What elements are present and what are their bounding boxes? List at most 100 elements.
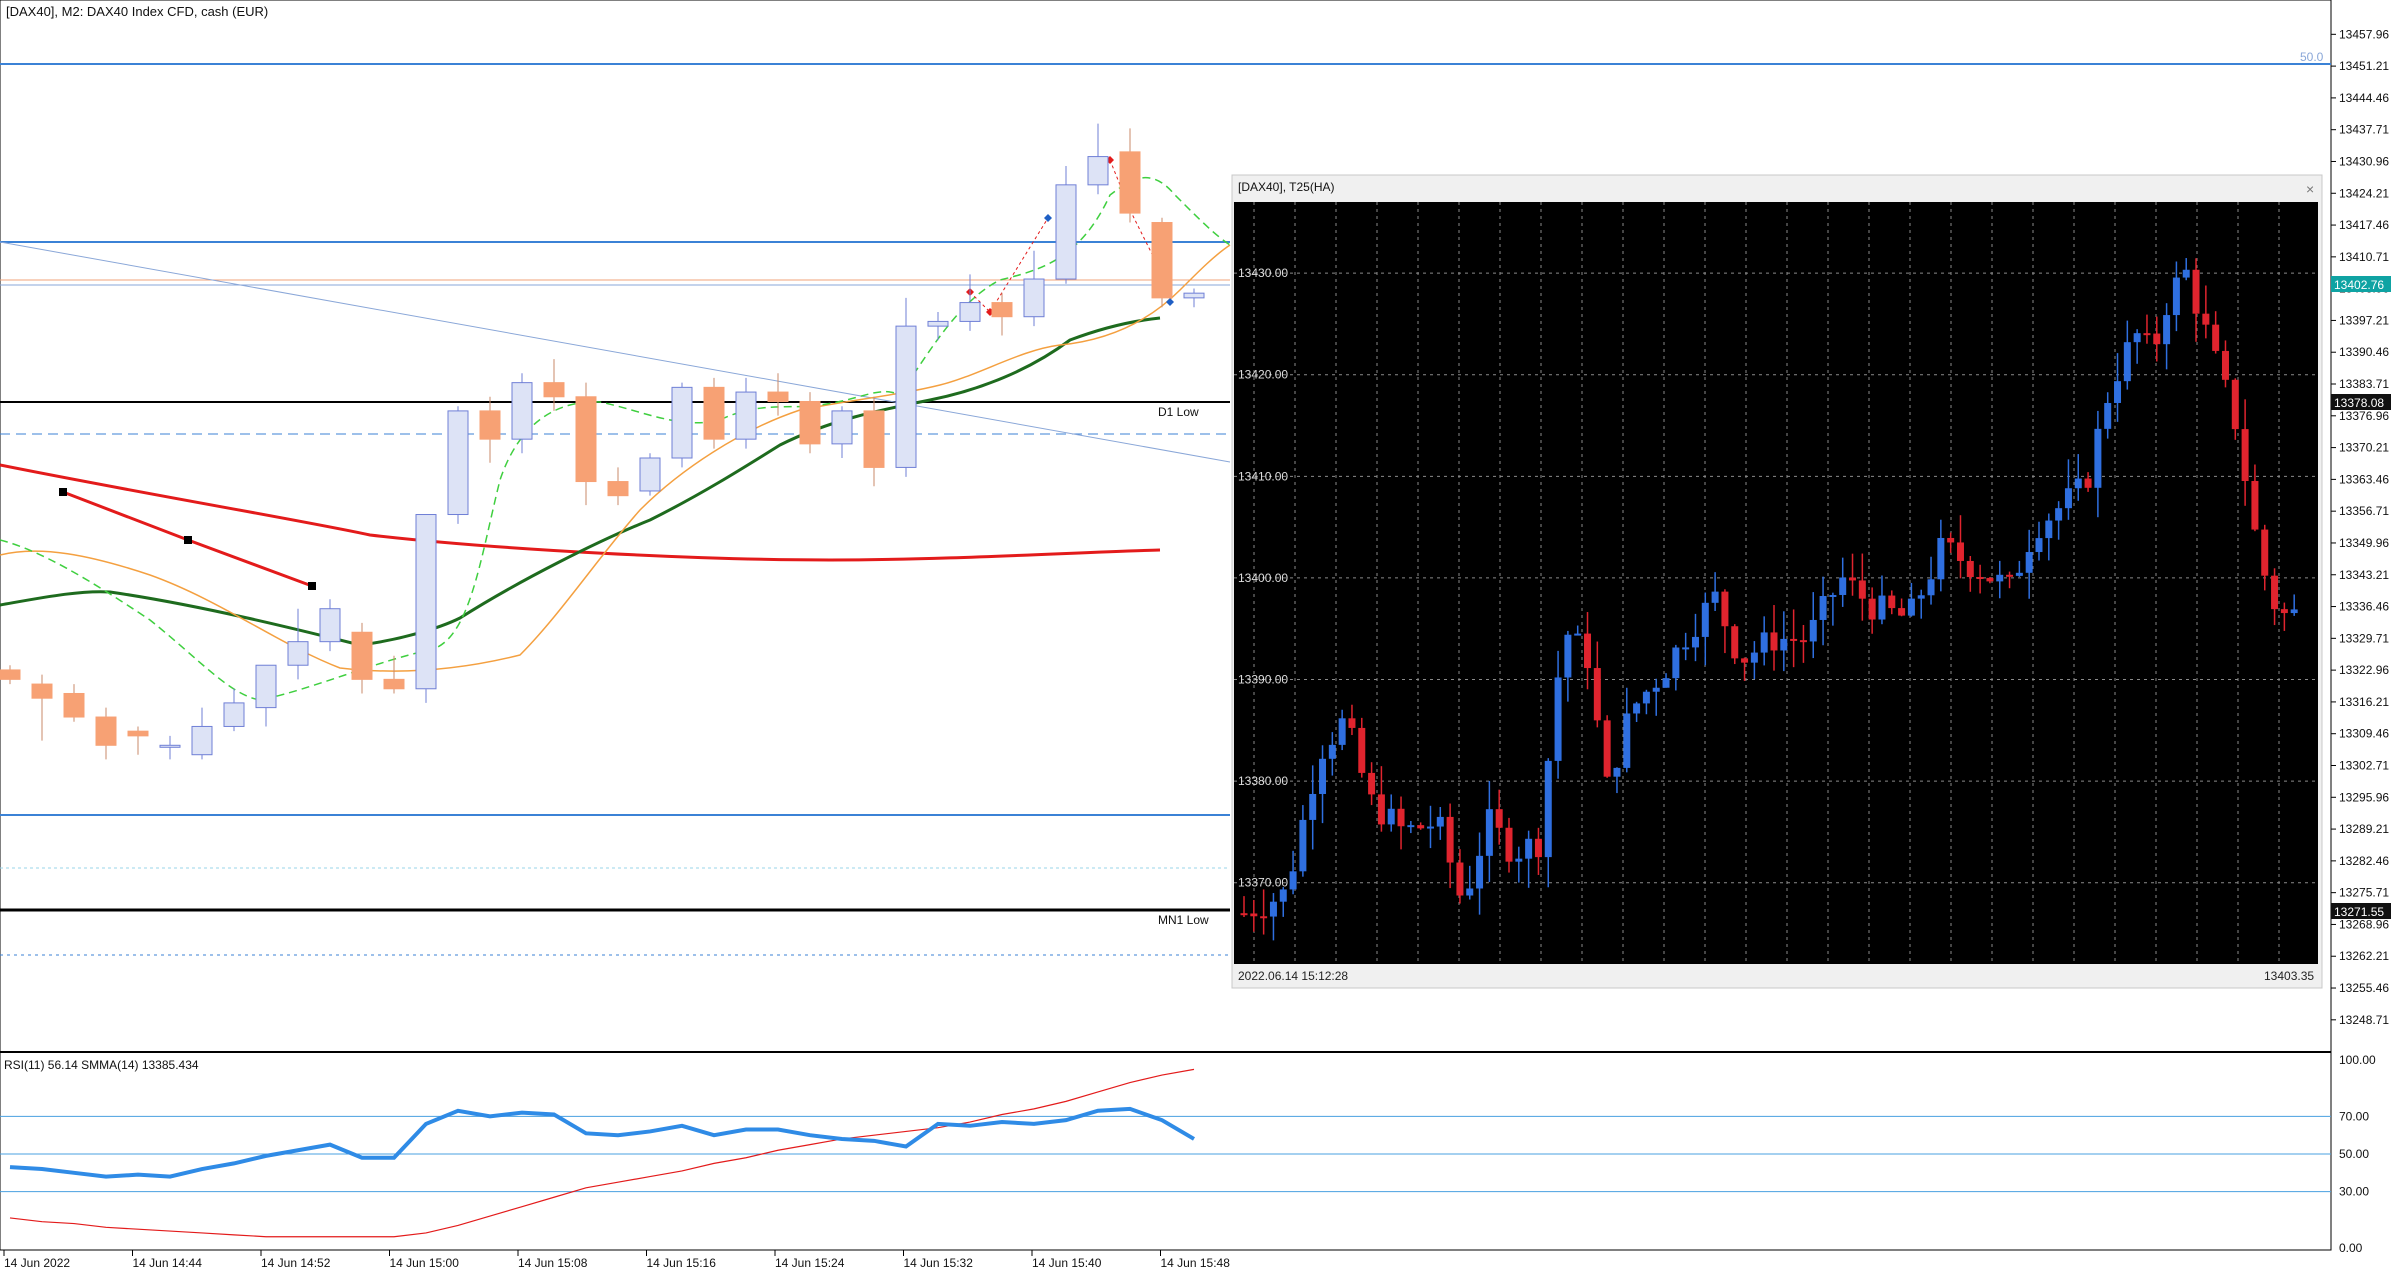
candle[interactable] xyxy=(31,674,53,741)
price-tick-label: 13268.96 xyxy=(2339,917,2389,931)
candle[interactable] xyxy=(319,599,341,652)
candle[interactable] xyxy=(127,726,149,755)
sub-candle xyxy=(1564,630,1572,702)
candle[interactable] xyxy=(95,707,117,760)
rsi-tick-label: 70.00 xyxy=(2339,1109,2369,1123)
sub-candle xyxy=(1937,519,1945,592)
sub-candle-body xyxy=(1711,591,1719,603)
time-axis[interactable]: 14 Jun 2022 14 Jun 14:44 14 Jun 14:52 14 Ju… xyxy=(3,1250,1230,1270)
price-tick-label: 13444.46 xyxy=(2339,91,2389,105)
candle[interactable] xyxy=(959,274,981,331)
sub-candle xyxy=(1456,849,1464,904)
candle[interactable] xyxy=(1023,250,1045,327)
sub-candle-body xyxy=(2133,333,2141,343)
price-axis[interactable]: 13457.96 13451.21 13444.46 13437.71 13430.96… xyxy=(2331,27,2389,1027)
sub-candle xyxy=(2261,524,2269,591)
candle[interactable] xyxy=(831,406,853,458)
sub-candle-body xyxy=(2123,342,2131,382)
sub-candle-body xyxy=(1780,638,1788,651)
candle[interactable] xyxy=(927,312,949,341)
candle[interactable] xyxy=(607,467,629,506)
sub-candle xyxy=(1721,589,1729,654)
candle[interactable] xyxy=(223,688,245,732)
candle[interactable] xyxy=(1055,166,1077,284)
candle[interactable] xyxy=(479,396,501,463)
candle[interactable] xyxy=(703,377,725,449)
sub-candle-body xyxy=(2143,333,2151,336)
candle[interactable] xyxy=(1119,128,1141,223)
candle-body xyxy=(959,302,981,322)
arrow-marker xyxy=(1166,298,1174,306)
sub-candle-body xyxy=(1240,913,1248,916)
candle-body xyxy=(0,669,21,680)
candle[interactable] xyxy=(895,297,917,477)
price-tick-label: 13410.71 xyxy=(2339,250,2389,264)
sub-chart-area[interactable] xyxy=(1234,202,2318,964)
candle[interactable] xyxy=(1151,217,1173,308)
sub-candle-body xyxy=(2241,429,2249,481)
candle[interactable] xyxy=(383,655,405,694)
candle[interactable] xyxy=(671,382,693,468)
sub-candle-body xyxy=(1741,658,1749,663)
candle[interactable] xyxy=(863,396,885,487)
candle[interactable] xyxy=(543,359,565,411)
candle[interactable] xyxy=(1183,288,1205,308)
sub-candle xyxy=(1515,846,1523,883)
sub-candle-body xyxy=(2221,350,2229,380)
trendline[interactable] xyxy=(0,241,1231,463)
sub-candle-body xyxy=(1672,647,1680,679)
sub-candle-body xyxy=(1495,809,1503,828)
d1-low-label: D1 Low xyxy=(1158,405,1199,419)
sub-candle-body xyxy=(1819,596,1827,620)
sub-candle xyxy=(1348,704,1356,736)
candle[interactable] xyxy=(575,382,597,506)
sub-candle xyxy=(1809,592,1817,659)
candle[interactable] xyxy=(767,373,789,416)
candle[interactable] xyxy=(0,665,21,685)
sub-candle xyxy=(2123,320,2131,390)
sub-window-close-icon[interactable]: × xyxy=(2306,181,2314,197)
sub-candle xyxy=(1682,632,1690,661)
sub-candle xyxy=(1927,556,1935,605)
sub-candle-body xyxy=(2202,313,2210,325)
sub-candle xyxy=(1996,560,2004,599)
sub-candle-body xyxy=(1417,825,1425,829)
sub-candle-body xyxy=(1358,727,1366,773)
candle[interactable] xyxy=(1087,123,1109,195)
sub-candle xyxy=(1976,564,1984,594)
sub-candle-body xyxy=(1917,595,1925,599)
sub-candle-body xyxy=(2153,333,2161,345)
sub-candle xyxy=(1554,650,1562,779)
candle[interactable] xyxy=(511,373,533,454)
sub-candle-body xyxy=(1505,827,1513,862)
candle[interactable] xyxy=(447,406,469,524)
sub-candle xyxy=(1741,657,1749,681)
price-tick-label: 13397.21 xyxy=(2339,313,2389,327)
candle[interactable] xyxy=(735,377,757,449)
sub-candle xyxy=(1269,893,1277,941)
sub-candle-body xyxy=(1898,608,1906,616)
floating-chart-window[interactable]: [DAX40], T25(HA) × 13430.00 13420.00 13410… xyxy=(1231,174,2323,989)
sub-candle xyxy=(1662,673,1670,688)
time-tick-label: 14 Jun 15:40 xyxy=(1032,1256,1102,1270)
candle[interactable] xyxy=(991,293,1013,336)
sub-candle xyxy=(1907,582,1915,617)
candle[interactable] xyxy=(159,735,181,760)
sub-candle-body xyxy=(1584,633,1592,669)
candle[interactable] xyxy=(639,453,661,496)
price-tick-label: 13255.46 xyxy=(2339,981,2389,995)
candle[interactable] xyxy=(191,707,213,760)
sub-candle-body xyxy=(1574,633,1582,636)
candle[interactable] xyxy=(799,392,821,454)
sub-candle-body xyxy=(2015,572,2023,576)
rsi-line xyxy=(9,1106,1196,1179)
candle-body xyxy=(639,457,661,492)
candle[interactable] xyxy=(255,664,277,727)
candle[interactable] xyxy=(415,514,437,703)
candle[interactable] xyxy=(351,622,373,694)
candle[interactable] xyxy=(63,684,85,722)
sub-candle xyxy=(2221,340,2229,388)
candle[interactable] xyxy=(287,608,309,680)
sub-candle-body xyxy=(1829,594,1837,597)
